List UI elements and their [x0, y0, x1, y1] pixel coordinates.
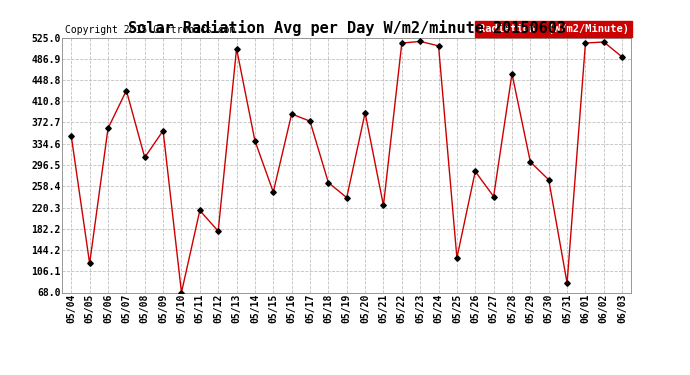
Text: Radiation  (W/m2/Minute): Radiation (W/m2/Minute) — [478, 24, 629, 34]
Text: Copyright 2015 Cartronics.com: Copyright 2015 Cartronics.com — [65, 25, 235, 35]
Title: Solar Radiation Avg per Day W/m2/minute 20150603: Solar Radiation Avg per Day W/m2/minute … — [128, 20, 566, 36]
